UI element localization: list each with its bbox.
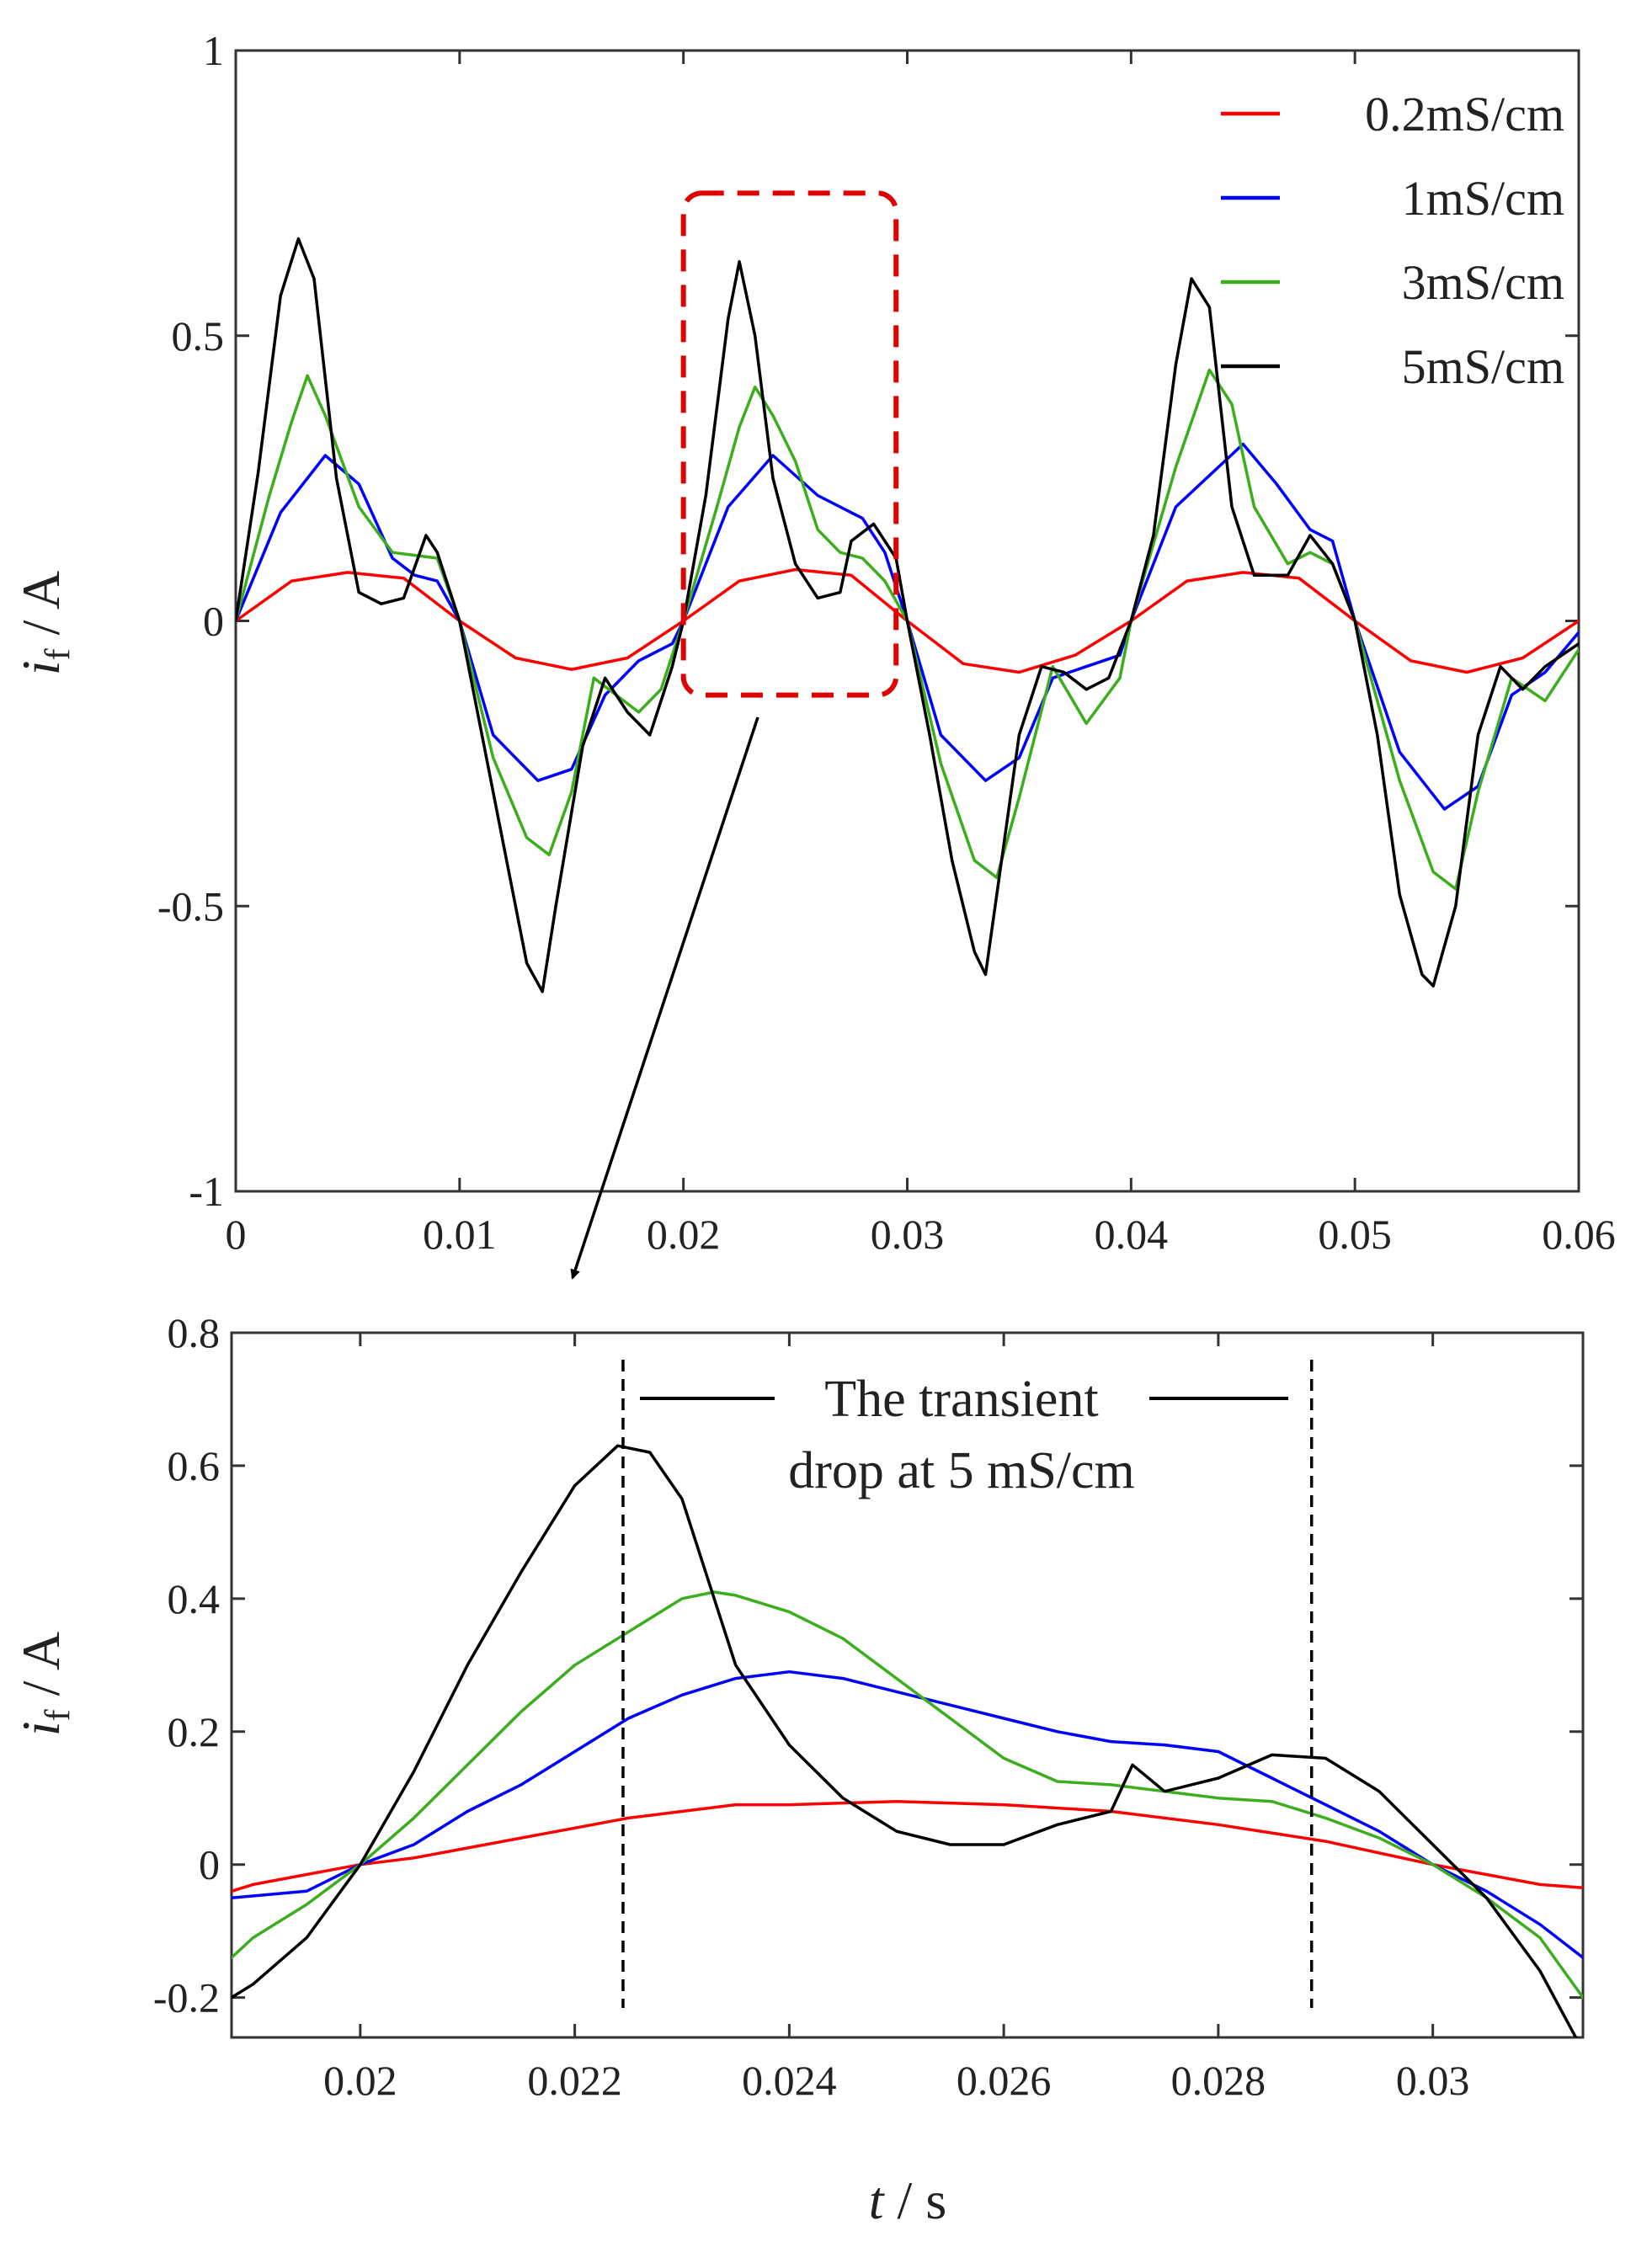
legend-label: 5mS/cm [1402, 339, 1564, 394]
top-x-tick-label: 0.03 [871, 1211, 945, 1258]
bottom-x-tick-label: 0.02 [323, 2057, 397, 2104]
top-chart: 1 0.5 0 -0.5 -1 0 0.01 0.02 0.03 0.04 0.05 0.06 0.… [11, 27, 1616, 1258]
legend-label: 3mS/cm [1402, 255, 1564, 310]
top-y-tick-group: 1 0.5 0 -0.5 -1 [157, 27, 1579, 1215]
bottom-y-axis-label: if / A [11, 1632, 77, 1736]
bottom-series-line-5ms-cm [232, 1444, 1578, 2037]
highlight-box [680, 190, 899, 698]
top-x-tick-group: 0 0.01 0.02 0.03 0.04 0.05 0.06 [226, 51, 1616, 1258]
zoom-arrow [570, 716, 759, 1280]
annotation-text-line1: The transient [824, 1371, 1098, 1428]
top-series-line-5ms-cm [236, 237, 1579, 993]
bottom-y-tick-label: 0.8 [168, 1309, 221, 1356]
legend-label: 0.2mS/cm [1365, 87, 1564, 141]
top-series-group [236, 237, 1579, 993]
top-series-line-3ms-cm [236, 368, 1579, 891]
top-x-tick-label: 0.05 [1318, 1211, 1392, 1258]
bottom-y-tick-label: 0 [199, 1841, 220, 1888]
bottom-plot-frame [230, 1331, 1585, 2039]
bottom-y-tick-label: 0.2 [168, 1708, 221, 1755]
top-y-tick-label: 0 [203, 598, 224, 645]
bottom-x-tick-label: 0.028 [1171, 2057, 1266, 2104]
top-y-tick-label: 0.5 [172, 312, 225, 359]
bottom-y-tick-label: 0.6 [168, 1442, 221, 1489]
bottom-series-line-3ms-cm [232, 1590, 1583, 2000]
annotation-text-line2: drop at 5 mS/cm [788, 1442, 1135, 1499]
top-x-tick-label: 0.04 [1095, 1211, 1169, 1258]
bottom-x-tick-label: 0.022 [527, 2057, 622, 2104]
top-x-tick-label: 0 [226, 1211, 247, 1258]
bottom-x-tick-label: 0.03 [1396, 2057, 1470, 2104]
bottom-y-tick-group: 0.8 0.6 0.4 0.2 0 -0.2 [153, 1309, 1583, 2021]
bottom-x-axis-label: t / s [869, 2170, 946, 2230]
top-x-tick-label: 0.01 [423, 1211, 497, 1258]
top-x-tick-label: 0.02 [647, 1211, 721, 1258]
bottom-chart: 0.80.60.40.20-0.2 0.02 0.022 0.024 0.026 0.0… [11, 1309, 1585, 2230]
legend: 0.2mS/cm 1mS/cm 3mS/cm 5mS/cm [1221, 87, 1564, 394]
annotation-group: The transient drop at 5 mS/cm [621, 1360, 1314, 2008]
bottom-x-tick-label: 0.024 [742, 2057, 837, 2104]
bottom-y-tick-label: -0.2 [153, 1974, 220, 2021]
bottom-x-tick-group: 0.02 0.022 0.024 0.026 0.028 0.03 [323, 1333, 1469, 2104]
top-y-axis-label: if / A [11, 571, 77, 675]
top-y-tick-label: -0.5 [157, 882, 224, 929]
top-x-tick-label: 0.06 [1542, 1211, 1616, 1258]
highlight-box-group [680, 190, 899, 698]
bottom-y-tick-label: 0.4 [168, 1575, 221, 1622]
bottom-series-line-1ms-cm [232, 1670, 1583, 1959]
bottom-x-tick-label: 0.026 [957, 2057, 1052, 2104]
legend-label: 1mS/cm [1402, 171, 1564, 226]
bottom-series-line-0-2ms-cm [232, 1799, 1583, 1893]
top-y-tick-label: -1 [189, 1168, 224, 1215]
bottom-series-group [232, 1444, 1583, 2037]
top-y-tick-label: 1 [203, 27, 224, 74]
